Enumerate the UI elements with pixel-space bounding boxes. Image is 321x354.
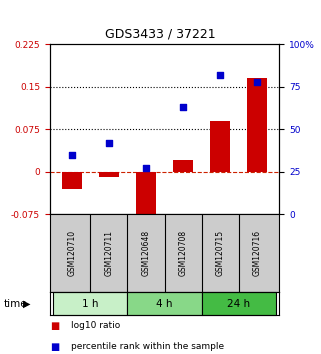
Text: ■: ■	[50, 321, 59, 331]
Point	[255, 79, 260, 85]
Bar	[127, 292, 202, 315]
Point	[217, 72, 222, 78]
Text: GSM120711: GSM120711	[104, 230, 114, 276]
Text: GSM120716: GSM120716	[253, 230, 262, 276]
Text: log10 ratio: log10 ratio	[71, 321, 120, 330]
Text: GDS3433 / 37221: GDS3433 / 37221	[105, 28, 216, 41]
Text: ▶: ▶	[22, 298, 30, 309]
Text: 1 h: 1 h	[82, 298, 99, 309]
Point	[180, 104, 186, 110]
Point	[69, 152, 74, 158]
Text: 24 h: 24 h	[227, 298, 250, 309]
Point	[107, 140, 112, 145]
Bar	[202, 292, 275, 315]
Bar	[54, 292, 127, 315]
Text: GSM120715: GSM120715	[215, 230, 225, 276]
Bar	[210, 121, 230, 172]
Text: GSM120710: GSM120710	[67, 230, 76, 276]
Text: GSM120648: GSM120648	[142, 230, 151, 276]
Bar	[99, 172, 119, 177]
Text: time: time	[3, 298, 27, 309]
Bar	[173, 160, 193, 172]
Text: ■: ■	[50, 342, 59, 352]
Bar	[247, 78, 267, 172]
Text: percentile rank within the sample: percentile rank within the sample	[71, 342, 224, 352]
Point	[143, 165, 149, 171]
Bar	[62, 172, 82, 189]
Bar	[136, 172, 156, 223]
Text: GSM120708: GSM120708	[178, 230, 187, 276]
Text: 4 h: 4 h	[156, 298, 173, 309]
